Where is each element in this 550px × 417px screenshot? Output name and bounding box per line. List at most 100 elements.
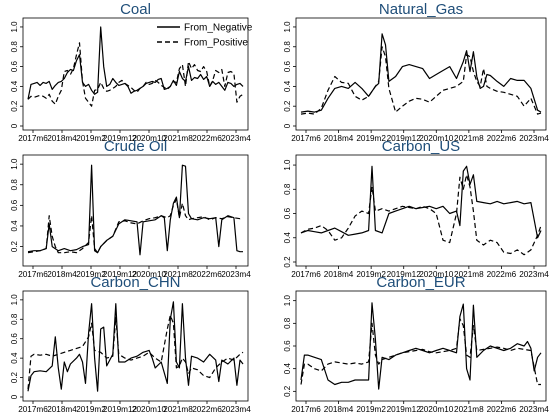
panel-title: Carbon_US bbox=[382, 138, 460, 155]
y-tick-label: 0.4 bbox=[10, 80, 19, 92]
y-tick-label: 0.6 bbox=[283, 340, 292, 352]
x-tick-label: 2021m8 bbox=[454, 405, 484, 414]
x-tick-label: 2021m8 bbox=[163, 405, 193, 414]
y-tick-label: 0.6 bbox=[10, 333, 19, 345]
series-line-from-negative bbox=[27, 26, 244, 100]
panel-title: Carbon_CHN bbox=[90, 274, 180, 291]
y-tick-label: 0.6 bbox=[10, 60, 19, 72]
y-tick-label: 0.2 bbox=[283, 256, 292, 268]
y-tick-label: 1.0 bbox=[283, 295, 292, 307]
legend-label: From_Positive bbox=[184, 38, 248, 49]
series-line-from-negative bbox=[300, 33, 542, 113]
x-tick-label: 2022m6 bbox=[192, 270, 222, 279]
x-tick-label: 2017m6 bbox=[18, 405, 48, 414]
x-tick-label: 2021m8 bbox=[454, 270, 484, 279]
x-tick-label: 2018m4 bbox=[324, 405, 354, 414]
x-tick-label: 2023m4 bbox=[221, 270, 251, 279]
x-tick-label: 2020m10 bbox=[419, 405, 454, 414]
x-tick-label: 2019m2 bbox=[356, 134, 386, 143]
x-tick-label: 2018m4 bbox=[47, 134, 77, 143]
series-line-from-negative bbox=[27, 164, 243, 256]
x-tick-label: 2020m10 bbox=[132, 134, 167, 143]
y-tick-label: 0.8 bbox=[283, 317, 292, 329]
y-tick-label: 0.4 bbox=[10, 352, 19, 364]
y-tick-label: 0.8 bbox=[10, 41, 19, 53]
x-tick-label: 2022m6 bbox=[487, 270, 517, 279]
x-tick-label: 2019m2 bbox=[356, 405, 386, 414]
x-tick-label: 2020m10 bbox=[419, 134, 454, 143]
x-tick-label: 2021m8 bbox=[454, 134, 484, 143]
series-line-from-positive bbox=[27, 198, 244, 254]
legend: From_Negative From_Positive bbox=[157, 23, 253, 49]
series-line-from-negative bbox=[300, 165, 542, 239]
x-tick-label: 2023m4 bbox=[519, 270, 549, 279]
y-tick-label: 1.0 bbox=[10, 294, 19, 306]
x-tick-label: 2023m4 bbox=[221, 134, 251, 143]
y-tick-label: 0.8 bbox=[10, 313, 19, 325]
panel-title: Natural_Gas bbox=[379, 1, 463, 18]
y-tick-label: 0.2 bbox=[10, 240, 19, 252]
x-tick-label: 2019m12 bbox=[103, 134, 138, 143]
y-tick-label: 1.0 bbox=[10, 158, 19, 170]
y-tick-label: 0.4 bbox=[283, 232, 292, 244]
x-tick-label: 2023m4 bbox=[221, 405, 251, 414]
y-tick-label: 0.8 bbox=[10, 179, 19, 191]
x-tick-label: 2019m2 bbox=[76, 405, 106, 414]
x-tick-label: 2023m4 bbox=[519, 134, 549, 143]
plot-frame bbox=[295, 154, 547, 267]
x-tick-label: 2022m6 bbox=[487, 134, 517, 143]
panel-title: Crude Oil bbox=[104, 138, 167, 155]
series-line-from-positive bbox=[300, 46, 542, 115]
plot-frame bbox=[22, 154, 249, 267]
y-tick-label: 0 bbox=[10, 123, 19, 128]
x-tick-label: 2021m8 bbox=[163, 134, 193, 143]
plot-frame bbox=[22, 290, 249, 402]
plot-frame bbox=[22, 17, 249, 131]
y-tick-label: 0.4 bbox=[283, 80, 292, 92]
x-tick-label: 2020m10 bbox=[132, 405, 167, 414]
y-tick-label: 0.6 bbox=[10, 199, 19, 211]
x-tick-label: 2022m6 bbox=[487, 405, 517, 414]
x-tick-label: 2017m6 bbox=[18, 134, 48, 143]
series-line-from-positive bbox=[300, 318, 541, 386]
x-tick-label: 2020m10 bbox=[419, 270, 454, 279]
x-tick-label: 2018m4 bbox=[47, 270, 77, 279]
x-tick-label: 2019m12 bbox=[387, 270, 422, 279]
y-tick-label: 0.4 bbox=[10, 220, 19, 232]
x-tick-label: 2019m12 bbox=[103, 270, 138, 279]
y-tick-label: 0.2 bbox=[10, 100, 19, 112]
plot-frame bbox=[295, 290, 547, 402]
series-line-from-positive bbox=[300, 174, 542, 256]
legend-label: From_Negative bbox=[184, 23, 253, 34]
series-line-from-positive bbox=[27, 314, 244, 390]
series-line-from-negative bbox=[300, 302, 542, 390]
x-tick-label: 2023m4 bbox=[519, 405, 549, 414]
x-tick-label: 2019m2 bbox=[76, 134, 106, 143]
y-tick-label: 0.8 bbox=[283, 183, 292, 195]
y-tick-label: 0.2 bbox=[283, 385, 292, 397]
x-tick-label: 2019m2 bbox=[76, 270, 106, 279]
x-tick-label: 2019m12 bbox=[387, 134, 422, 143]
x-tick-label: 2022m6 bbox=[192, 405, 222, 414]
y-tick-label: 0 bbox=[10, 394, 19, 399]
series-line-from-negative bbox=[27, 301, 244, 392]
x-tick-label: 2017m6 bbox=[291, 405, 321, 414]
plot-frame bbox=[295, 17, 547, 131]
y-tick-label: 0.8 bbox=[283, 41, 292, 53]
x-tick-label: 2019m12 bbox=[103, 405, 138, 414]
x-tick-label: 2021m8 bbox=[163, 270, 193, 279]
y-tick-label: 0.6 bbox=[283, 207, 292, 219]
x-tick-label: 2019m2 bbox=[356, 270, 386, 279]
x-tick-label: 2018m4 bbox=[324, 134, 354, 143]
y-tick-label: 1.0 bbox=[10, 21, 19, 33]
x-tick-label: 2017m6 bbox=[18, 270, 48, 279]
y-tick-label: 0 bbox=[283, 123, 292, 128]
y-tick-label: 1.0 bbox=[283, 21, 292, 33]
